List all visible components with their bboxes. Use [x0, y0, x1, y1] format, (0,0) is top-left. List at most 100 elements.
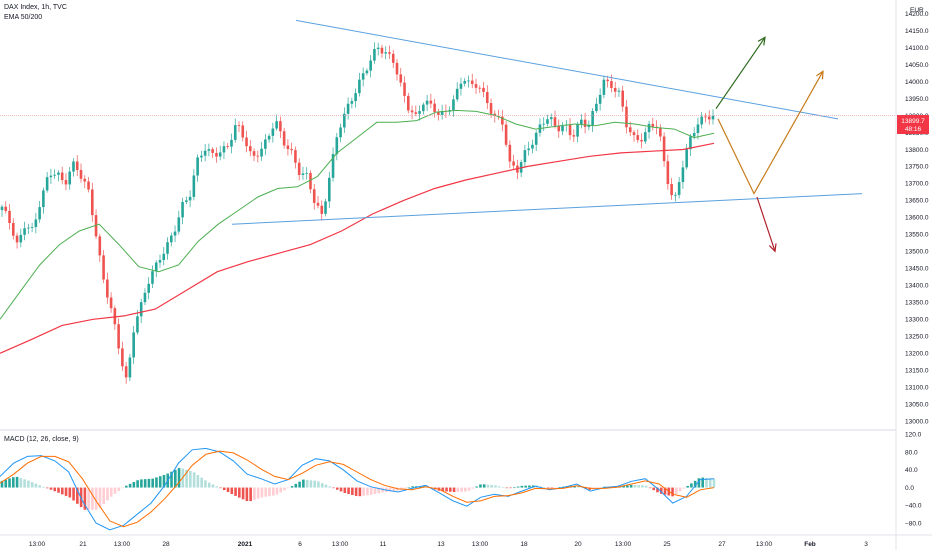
macd-hist-bar [686, 485, 689, 488]
macd-hist-bar [441, 487, 445, 492]
candle-body [252, 151, 256, 156]
macd-hist-bar [30, 482, 34, 488]
time-tick-label: 20 [574, 541, 582, 548]
candle-body [241, 125, 245, 138]
macd-hist-bar [358, 487, 362, 497]
candle-body [49, 175, 53, 178]
macd-tick-label: 40.0 [905, 467, 918, 474]
candle-body [68, 171, 72, 185]
candle-body [591, 110, 594, 126]
macd-hist-bar [362, 487, 365, 496]
macd-axis[interactable]: 120.0 80.0 40.0 0.0 −40.0 −80.0 [905, 432, 922, 528]
macd-hist-bar [456, 487, 460, 492]
macd-hist-bar [505, 487, 509, 489]
candle-body [200, 155, 203, 158]
time-tick-label: 13:00 [756, 541, 773, 548]
macd-hist-bar [388, 487, 392, 492]
candle-body [459, 83, 463, 89]
candle-body [4, 206, 8, 211]
candle-body [365, 70, 369, 74]
candle-body [429, 100, 433, 104]
candle-body [245, 137, 248, 147]
candle-body [711, 115, 715, 120]
candle-body [628, 127, 632, 133]
candle-body [211, 149, 214, 153]
candle-body [79, 169, 83, 179]
macd-hist-bar [87, 487, 90, 510]
candle-body [83, 178, 87, 182]
candle-body [425, 100, 429, 105]
projection-arrows[interactable] [715, 36, 824, 253]
price-pane [0, 19, 896, 384]
candle-body [384, 52, 388, 54]
macd-hist-bar [264, 487, 268, 497]
time-tick-label: 27 [718, 541, 726, 548]
candle-body [64, 180, 68, 185]
candle-body [320, 205, 324, 214]
macd-legend[interactable]: MACD (12, 26, close, 9) [4, 436, 79, 443]
ema-legend[interactable]: EMA 50/200 [4, 14, 43, 21]
breakout-up-arrow [715, 37, 766, 110]
macd-hist-bar [313, 480, 316, 488]
candle-body [290, 149, 293, 151]
macd-hist-bar [324, 484, 328, 488]
price-tick-label: 13150.0 [905, 368, 929, 375]
macd-hist-bar [448, 487, 452, 492]
time-axis[interactable]: 13:00 21 13:00 28 2021 6 13:00 11 13 13:00 18 20 13:… [29, 541, 868, 548]
macd-hist-bar [328, 486, 332, 488]
candle-body [647, 123, 651, 133]
candle-body [158, 260, 162, 263]
macd-hist-bar [335, 487, 339, 490]
candle-body [128, 357, 132, 378]
time-tick-label: 13:00 [615, 541, 632, 548]
candle-body [87, 181, 90, 190]
candle-body [286, 145, 290, 150]
price-tick-label: 13750.0 [905, 164, 929, 171]
macd-hist-bar [215, 486, 219, 488]
macd-hist-bar [501, 487, 505, 488]
candle-body [534, 132, 538, 145]
candle-body [406, 95, 410, 111]
candle-body [549, 117, 553, 120]
macd-hist-bar [317, 481, 320, 488]
macd-hist-bar [249, 487, 252, 502]
candle-body [147, 283, 151, 293]
macd-hist-bar [117, 487, 121, 492]
candle-body [659, 128, 662, 137]
currency-label: EUR [910, 7, 924, 14]
macd-hist-bar [347, 487, 350, 494]
macd-hist-bar [128, 483, 132, 488]
candle-body [437, 111, 440, 115]
time-tick-label: 13:00 [114, 541, 131, 548]
macd-hist-bar [637, 485, 640, 488]
macd-hist-bar [91, 487, 94, 510]
macd-hist-bar [109, 487, 113, 497]
candle-body [568, 124, 572, 136]
candle-body [312, 189, 316, 203]
macd-hist-bar [528, 485, 531, 488]
macd-hist-bar [185, 469, 188, 488]
arrow-head [757, 36, 766, 46]
macd-hist-bar [305, 479, 309, 488]
candle-body [403, 82, 406, 96]
price-axis[interactable]: 14200.0 14150.0 14100.0 14050.0 14000.0 13950… [905, 11, 929, 426]
breakdown-arrow [756, 196, 776, 252]
upper-trendline[interactable] [295, 19, 839, 120]
candle-body [218, 152, 222, 157]
price-tick-label: 13050.0 [905, 402, 929, 409]
candle-body [617, 90, 621, 92]
candle-body [440, 110, 444, 115]
price-tick-label: 13650.0 [905, 198, 929, 205]
candle-body [162, 253, 166, 261]
macd-hist-bar [656, 487, 659, 493]
price-tick-label: 13350.0 [905, 300, 929, 307]
candle-body [685, 149, 688, 168]
candle-body [478, 87, 482, 89]
time-tick-label: 2021 [238, 541, 253, 548]
time-tick-label: 13:00 [29, 541, 46, 548]
macd-hist-bar [238, 487, 241, 498]
candle-body [117, 324, 120, 349]
macd-hist-bar [675, 487, 678, 495]
symbol-title[interactable]: DAX Index, 1h, TVC [4, 4, 67, 11]
